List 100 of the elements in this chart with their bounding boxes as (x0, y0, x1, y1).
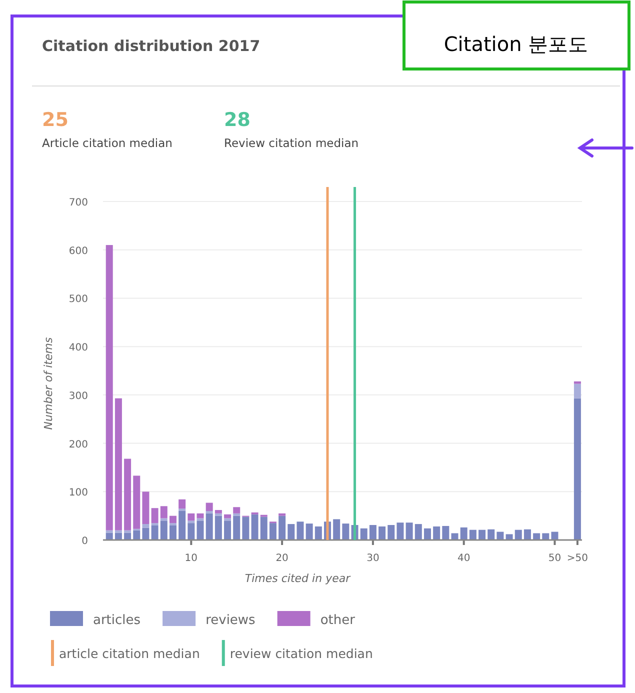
bar (542, 533, 550, 540)
x-tick-label: >50 (566, 553, 588, 564)
bar (133, 476, 140, 529)
y-tick-label: 600 (68, 246, 88, 257)
bar (106, 245, 113, 530)
y-tick-label: 400 (68, 342, 88, 354)
x-tick-label: 50 (548, 553, 562, 564)
legend-label: other (320, 613, 356, 628)
bar (160, 518, 168, 521)
bar (188, 523, 195, 540)
bar (142, 528, 150, 540)
text: 28 (224, 109, 250, 131)
bar (206, 510, 213, 514)
legend-label: article citation median (59, 646, 200, 661)
bar (233, 516, 240, 540)
bar (396, 522, 404, 540)
bar (414, 524, 422, 540)
legend-label: review citation median (230, 646, 373, 661)
chart-title: Citation distribution 2017 (42, 37, 260, 55)
bar (124, 532, 132, 540)
bar (360, 528, 368, 540)
bar (169, 516, 176, 524)
x-tick-label: 40 (457, 553, 470, 564)
bar (269, 523, 276, 540)
bar (160, 506, 168, 518)
bar (178, 499, 186, 509)
bar (224, 518, 232, 521)
bar (388, 525, 395, 540)
x-axis-title: Times cited in year (244, 572, 352, 585)
bar (469, 530, 476, 540)
bar (233, 513, 240, 516)
bar (160, 520, 168, 540)
bar (306, 524, 313, 540)
bar (478, 530, 486, 540)
bar (196, 518, 204, 521)
bar (433, 526, 440, 540)
bar (242, 516, 250, 540)
bar (524, 529, 531, 540)
bar (188, 513, 195, 521)
bar (151, 508, 158, 524)
x-tick-label: 20 (276, 553, 288, 564)
bar (514, 530, 522, 540)
bar (214, 516, 222, 540)
bar (488, 529, 495, 540)
bar (451, 533, 458, 540)
text: Review citation median (224, 136, 359, 150)
bar (251, 514, 258, 540)
bar (196, 520, 204, 540)
bar (233, 507, 240, 514)
bar (442, 526, 450, 540)
bar (342, 524, 350, 540)
y-tick-label: 700 (68, 198, 88, 209)
y-tick-label: 500 (68, 294, 88, 306)
bar (196, 513, 204, 518)
bar (574, 381, 581, 384)
bar (133, 530, 140, 540)
y-tick-label: 0 (82, 536, 88, 547)
bar (460, 527, 468, 540)
bar (278, 516, 286, 540)
bar (574, 384, 581, 398)
y-tick-label: 100 (68, 488, 88, 499)
bar (551, 532, 558, 540)
y-axis-title: Number of items (42, 337, 55, 430)
y-tick-label: 200 (68, 439, 88, 450)
y-tick-label: 300 (68, 390, 88, 402)
bar (406, 522, 413, 540)
bar (224, 520, 232, 540)
x-tick-label: 30 (366, 553, 380, 564)
bar (142, 524, 150, 528)
bar (169, 525, 176, 540)
text: Citation 분포도 (444, 32, 588, 56)
bar (314, 526, 322, 540)
bar (296, 522, 304, 540)
bar (151, 525, 158, 540)
text: 25 (42, 109, 68, 131)
bar (506, 534, 513, 540)
x-tick-label: 10 (184, 553, 198, 564)
bar (260, 516, 268, 540)
bar (278, 513, 286, 516)
bar (496, 532, 504, 540)
text: Article citation median (42, 136, 172, 150)
bar (114, 398, 122, 530)
bar (424, 528, 431, 540)
bar (214, 510, 222, 514)
bar (369, 525, 376, 540)
bar (288, 524, 295, 540)
bar (114, 532, 122, 540)
bar (124, 458, 132, 530)
bar (142, 492, 150, 524)
bar (574, 398, 581, 540)
bar (224, 514, 232, 518)
bar (214, 513, 222, 516)
legend-label: articles (93, 613, 141, 628)
bar (106, 532, 113, 540)
bar (378, 526, 386, 540)
bar (188, 520, 195, 524)
bar (178, 510, 186, 540)
bar (533, 533, 540, 540)
bar (206, 513, 213, 540)
bar (206, 502, 213, 511)
